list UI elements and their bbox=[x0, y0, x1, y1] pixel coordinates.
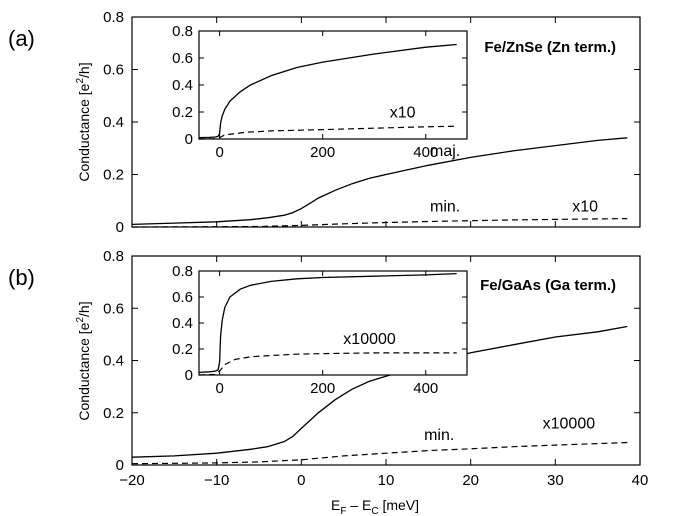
inset-x-tick-label: 400 bbox=[413, 144, 438, 161]
inset-y-tick-label: 0.4 bbox=[172, 315, 193, 332]
inset-y-tick-label: 0.8 bbox=[172, 263, 193, 280]
series-line-maj bbox=[131, 137, 628, 226]
inset-y-tick-label: 0.2 bbox=[172, 104, 193, 121]
annotation: min. bbox=[430, 198, 460, 215]
y-tick-label: 0.6 bbox=[103, 62, 124, 79]
annotation: min. bbox=[424, 427, 454, 444]
inset-plot: 0 200 400 0 0.2 0.4 0.6 0.8 x10 bbox=[172, 23, 468, 161]
y-tick-label: 0.6 bbox=[103, 300, 124, 317]
inset-x-tick-label: 400 bbox=[413, 380, 438, 397]
annotation: x10 bbox=[572, 198, 598, 215]
x-axis-title-sub-f: F bbox=[340, 506, 346, 516]
inset-frame bbox=[198, 270, 468, 376]
y-tick-label: 0.2 bbox=[103, 405, 124, 422]
y-tick-label: 0 bbox=[116, 219, 124, 236]
inset-annotation: x10000 bbox=[343, 331, 396, 348]
y-axis-title-end: /h] bbox=[76, 62, 92, 78]
series-line-min bbox=[131, 441, 628, 465]
series-line-maj bbox=[131, 325, 628, 458]
y-tick-label: 0.8 bbox=[103, 9, 124, 26]
inset-series-line bbox=[198, 272, 457, 374]
chart-title: Fe/GaAs (Ga term.) bbox=[480, 277, 616, 294]
x-axis-title: EF – EC [meV] bbox=[331, 497, 419, 516]
y-axis-title: Conductance [e2/h] bbox=[75, 301, 92, 420]
inset-x-tick-label: 200 bbox=[310, 380, 335, 397]
y-axis-title-sup: 2 bbox=[75, 78, 86, 84]
x-tick-label: 30 bbox=[547, 472, 564, 489]
y-tick-label: 0.2 bbox=[103, 167, 124, 184]
chart-title: Fe/ZnSe (Zn term.) bbox=[484, 39, 616, 56]
y-tick-label: 0.4 bbox=[103, 114, 124, 131]
x-axis-title-unit: [meV] bbox=[379, 497, 419, 513]
inset-y-tick-label: 0.4 bbox=[172, 77, 193, 94]
inset-y-tick-label: 0.2 bbox=[172, 341, 193, 358]
y-axis-title-main: Conductance [e bbox=[76, 322, 92, 420]
x-tick-label: −10 bbox=[204, 472, 229, 489]
inset-x-tick-label: 200 bbox=[310, 144, 335, 161]
panel-a: (a) 0 0.2 0.4 0.6 0.8 Conductance [e2/h] maj. mi… bbox=[8, 9, 641, 236]
panel-label: (a) bbox=[8, 26, 35, 51]
x-tick-label: 20 bbox=[462, 472, 479, 489]
inset-y-tick-label: 0 bbox=[185, 131, 193, 148]
inset-y-tick-label: 0.6 bbox=[172, 50, 193, 67]
annotation: maj. bbox=[430, 143, 460, 160]
inset-plot: 0 200 400 0 0.2 0.4 0.6 0.8 x10000 bbox=[172, 263, 468, 397]
series-line-min bbox=[131, 218, 628, 228]
y-axis-title-end: /h] bbox=[76, 301, 92, 317]
inset-x-tick-label: 0 bbox=[215, 144, 223, 161]
inset-series-line bbox=[198, 352, 457, 376]
y-axis-title-main: Conductance [e bbox=[76, 83, 92, 181]
y-axis-title-sup: 2 bbox=[75, 317, 86, 323]
inset-series-line bbox=[198, 125, 457, 140]
x-axis-title-mid: – E bbox=[346, 497, 371, 513]
x-tick-label: −20 bbox=[119, 472, 144, 489]
y-tick-label: 0 bbox=[116, 457, 124, 474]
annotation: x10000 bbox=[543, 415, 596, 432]
y-tick-label: 0.8 bbox=[103, 248, 124, 265]
inset-y-tick-label: 0 bbox=[185, 367, 193, 384]
panel-label: (b) bbox=[8, 265, 35, 290]
x-axis-title-main: E bbox=[331, 497, 340, 513]
inset-series-line bbox=[198, 43, 457, 139]
y-axis-title: Conductance [e2/h] bbox=[75, 62, 92, 181]
inset-y-tick-label: 0.8 bbox=[172, 23, 193, 40]
x-tick-label: 0 bbox=[297, 472, 305, 489]
x-axis-title-sub-c: C bbox=[371, 506, 378, 516]
x-tick-label: 10 bbox=[378, 472, 395, 489]
inset-annotation: x10 bbox=[390, 104, 416, 121]
x-tick-label: 40 bbox=[632, 472, 649, 489]
inset-y-tick-label: 0.6 bbox=[172, 289, 193, 306]
inset-x-tick-label: 0 bbox=[215, 380, 223, 397]
panel-b: (b)−20 −10 0 10 20 30 4000.20.40.60.8Conductan… bbox=[8, 248, 648, 489]
y-tick-label: 0.4 bbox=[103, 353, 124, 370]
